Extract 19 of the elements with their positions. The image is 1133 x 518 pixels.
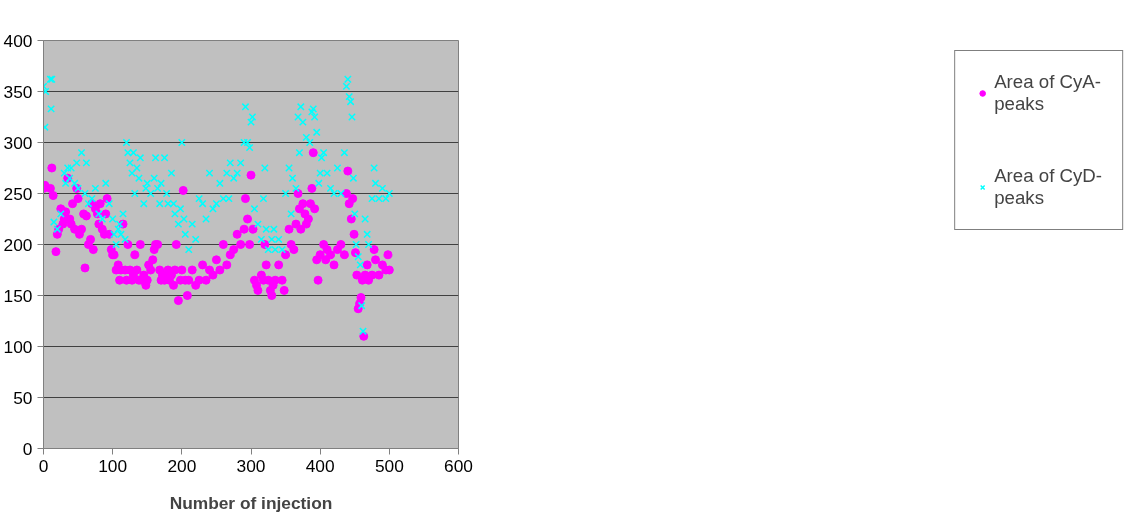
y-tick-label: 300 [3, 132, 33, 153]
y-tick-label: 200 [3, 234, 33, 255]
x-tick-label: 200 [167, 455, 197, 476]
x-tick-label: 300 [236, 455, 266, 476]
x-tick-label: 600 [444, 455, 473, 476]
x-axis-title: Number of injection [169, 492, 333, 513]
y-tick-label: 100 [3, 336, 33, 357]
x-tick-label: 500 [374, 455, 404, 476]
y-tick-label: 400 [3, 30, 33, 51]
y-tick-label: 250 [3, 183, 33, 204]
x-tick-label: 100 [98, 455, 128, 476]
x-tick-label: 0 [38, 455, 49, 476]
y-tick-label: 350 [3, 81, 33, 102]
y-tick-label: 0 [22, 438, 33, 459]
y-tick-label: 50 [13, 387, 33, 408]
y-tick-label: 150 [3, 285, 33, 306]
legend-label: Area of CyA-peaks [994, 71, 1101, 115]
legend-label: Area of CyD-peaks [994, 165, 1102, 209]
x-tick-label: 400 [305, 455, 335, 476]
